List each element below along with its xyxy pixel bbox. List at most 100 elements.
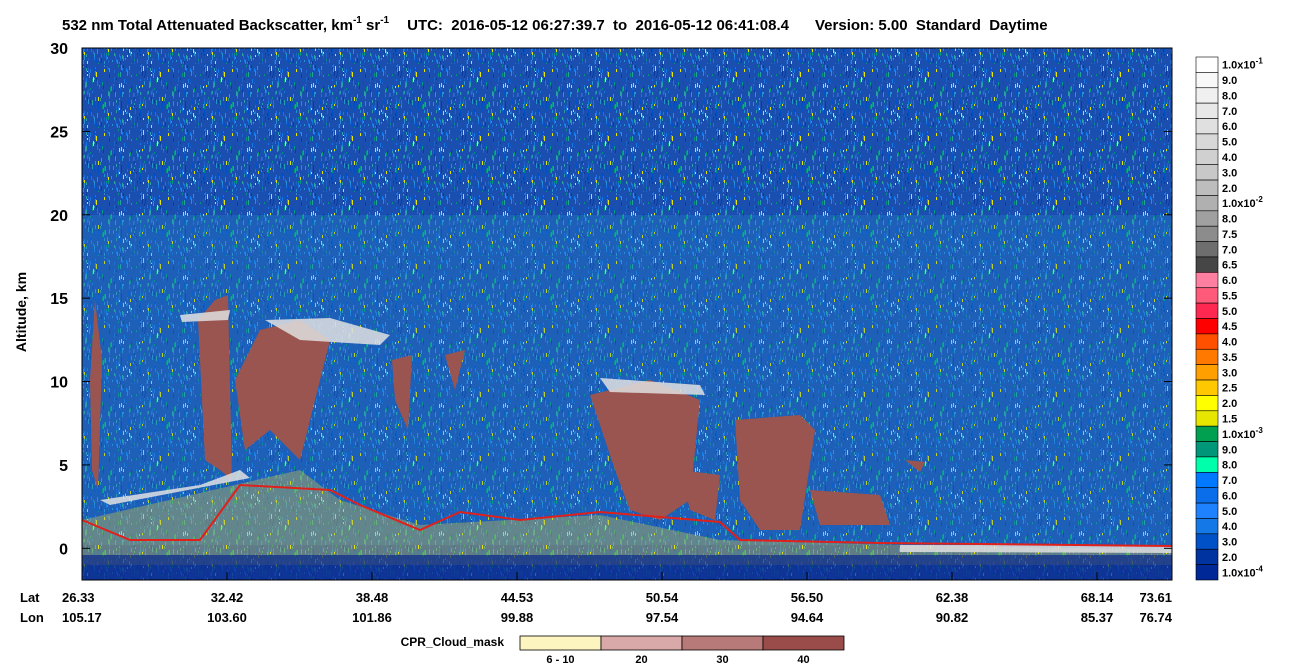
colorbar-label: 7.0	[1222, 106, 1237, 118]
y-tick-label: 20	[50, 208, 68, 225]
x-tick-label: 97.54	[646, 610, 679, 625]
x-tick-label: 62.38	[936, 590, 969, 605]
colorbar-cell	[1196, 442, 1218, 457]
x-tick-label: 38.48	[356, 590, 389, 605]
colorbar-cell	[1196, 57, 1218, 72]
x-tick-label: 26.33	[62, 590, 95, 605]
x-tick-label: 32.42	[211, 590, 244, 605]
cloud-mask-label: 6 - 10	[546, 654, 574, 666]
x-tick-label: 56.50	[791, 590, 824, 605]
colorbar-label-text: 4.0	[1222, 337, 1237, 349]
x-tick-label: 101.86	[352, 610, 392, 625]
colorbar-label-text: 5.0	[1222, 306, 1237, 318]
colorbar-cell	[1196, 565, 1218, 580]
colorbar-label: 8.0	[1222, 90, 1237, 102]
colorbar-label: 2.0	[1222, 183, 1237, 195]
colorbar-label-text: 4.0	[1222, 152, 1237, 164]
colorbar-label: 4.0	[1222, 521, 1237, 533]
colorbar-label-text: 9.0	[1222, 444, 1237, 456]
colorbar-label: 1.5	[1222, 413, 1237, 425]
x-row-label: Lat	[20, 590, 40, 605]
y-tick-label: 5	[59, 458, 68, 475]
colorbar: 1.0x10 -1 9.0 8.0 7.0 6.0 5.0 4.0 3.0 2.0 1.0x10 -2…	[1196, 57, 1263, 580]
colorbar-cell	[1196, 472, 1218, 487]
colorbar-label: 1.0x10-4	[1222, 564, 1263, 579]
colorbar-label-sup: -1	[1256, 57, 1264, 66]
colorbar-cell	[1196, 503, 1218, 518]
colorbar-label: 5.0	[1222, 506, 1237, 518]
x-tick-label: 105.17	[62, 610, 102, 625]
y-axis-label: Altitude, km	[13, 272, 29, 352]
colorbar-label: 3.0	[1222, 367, 1237, 379]
colorbar-label-text: 8.0	[1222, 214, 1237, 226]
x-tick-label: 50.54	[646, 590, 679, 605]
colorbar-label-text: 1.0x10	[1222, 429, 1256, 441]
x-row-label: Lon	[20, 610, 44, 625]
colorbar-label-text: 3.0	[1222, 537, 1237, 549]
x-tick-label: 103.60	[207, 610, 247, 625]
colorbar-label: 4.0	[1222, 337, 1237, 349]
title-utc: UTC: 2016-05-12 06:27:39.7 to 2016-05-12…	[407, 17, 790, 34]
colorbar-label-text: 6.0	[1222, 121, 1237, 133]
subsurface	[82, 555, 1172, 580]
x-tick-label: 90.82	[936, 610, 969, 625]
colorbar-label: 7.5	[1222, 229, 1237, 241]
colorbar-label: 7.0	[1222, 475, 1237, 487]
colorbar-label: 6.0	[1222, 121, 1237, 133]
y-tick-label: 25	[50, 124, 68, 141]
colorbar-label-text: 7.0	[1222, 106, 1237, 118]
colorbar-cell	[1196, 365, 1218, 380]
x-tick-label: 68.14	[1081, 590, 1114, 605]
colorbar-cell	[1196, 149, 1218, 164]
colorbar-cell	[1196, 549, 1218, 564]
colorbar-label: 3.0	[1222, 537, 1237, 549]
colorbar-label: 6.0	[1222, 275, 1237, 287]
colorbar-label: 9.0	[1222, 444, 1237, 456]
cloud-mask-label: 30	[716, 654, 728, 666]
cloud-mask-swatch	[520, 636, 601, 650]
colorbar-label: 5.0	[1222, 306, 1237, 318]
colorbar-label: 2.5	[1222, 383, 1237, 395]
colorbar-label: 9.0	[1222, 75, 1237, 87]
colorbar-label: 6.0	[1222, 490, 1237, 502]
cloud-mask-label: 40	[797, 654, 809, 666]
colorbar-label-text: 5.5	[1222, 290, 1237, 302]
colorbar-cell	[1196, 349, 1218, 364]
colorbar-label-text: 2.0	[1222, 183, 1237, 195]
colorbar-label-text: 2.0	[1222, 552, 1237, 564]
colorbar-cell	[1196, 457, 1218, 472]
y-tick-label: 30	[50, 41, 68, 58]
colorbar-label: 6.5	[1222, 260, 1237, 272]
colorbar-label-text: 8.0	[1222, 460, 1237, 472]
colorbar-cell	[1196, 72, 1218, 87]
title-main: 532 nm Total Attenuated Backscatter, km	[62, 17, 353, 34]
chart-title: 532 nm Total Attenuated Backscatter, km-…	[62, 15, 1048, 34]
colorbar-label: 2.0	[1222, 398, 1237, 410]
title-mid: sr	[362, 17, 381, 34]
colorbar-cell	[1196, 303, 1218, 318]
colorbar-cell	[1196, 380, 1218, 395]
colorbar-cell	[1196, 195, 1218, 210]
x-tick-label: 85.37	[1081, 610, 1114, 625]
colorbar-cell	[1196, 134, 1218, 149]
colorbar-label-text: 2.5	[1222, 383, 1237, 395]
cloud-mask-title: CPR_Cloud_mask	[401, 635, 505, 649]
colorbar-cell	[1196, 226, 1218, 241]
colorbar-cell	[1196, 211, 1218, 226]
colorbar-label-text: 5.0	[1222, 506, 1237, 518]
colorbar-label-text: 1.0x10	[1222, 567, 1256, 579]
cloud-mask-swatch	[682, 636, 763, 650]
colorbar-label-text: 6.5	[1222, 260, 1237, 272]
x-tick-label: 94.64	[791, 610, 824, 625]
colorbar-cell	[1196, 88, 1218, 103]
colorbar-cell	[1196, 319, 1218, 334]
colorbar-label: 4.5	[1222, 321, 1237, 333]
colorbar-label-text: 4.0	[1222, 521, 1237, 533]
x-tick-label: 73.61	[1139, 590, 1172, 605]
colorbar-label-sup: -2	[1256, 195, 1264, 204]
colorbar-label-text: 2.0	[1222, 398, 1237, 410]
x-tick-label: 99.88	[501, 610, 534, 625]
colorbar-cell	[1196, 103, 1218, 118]
colorbar-cell	[1196, 395, 1218, 410]
